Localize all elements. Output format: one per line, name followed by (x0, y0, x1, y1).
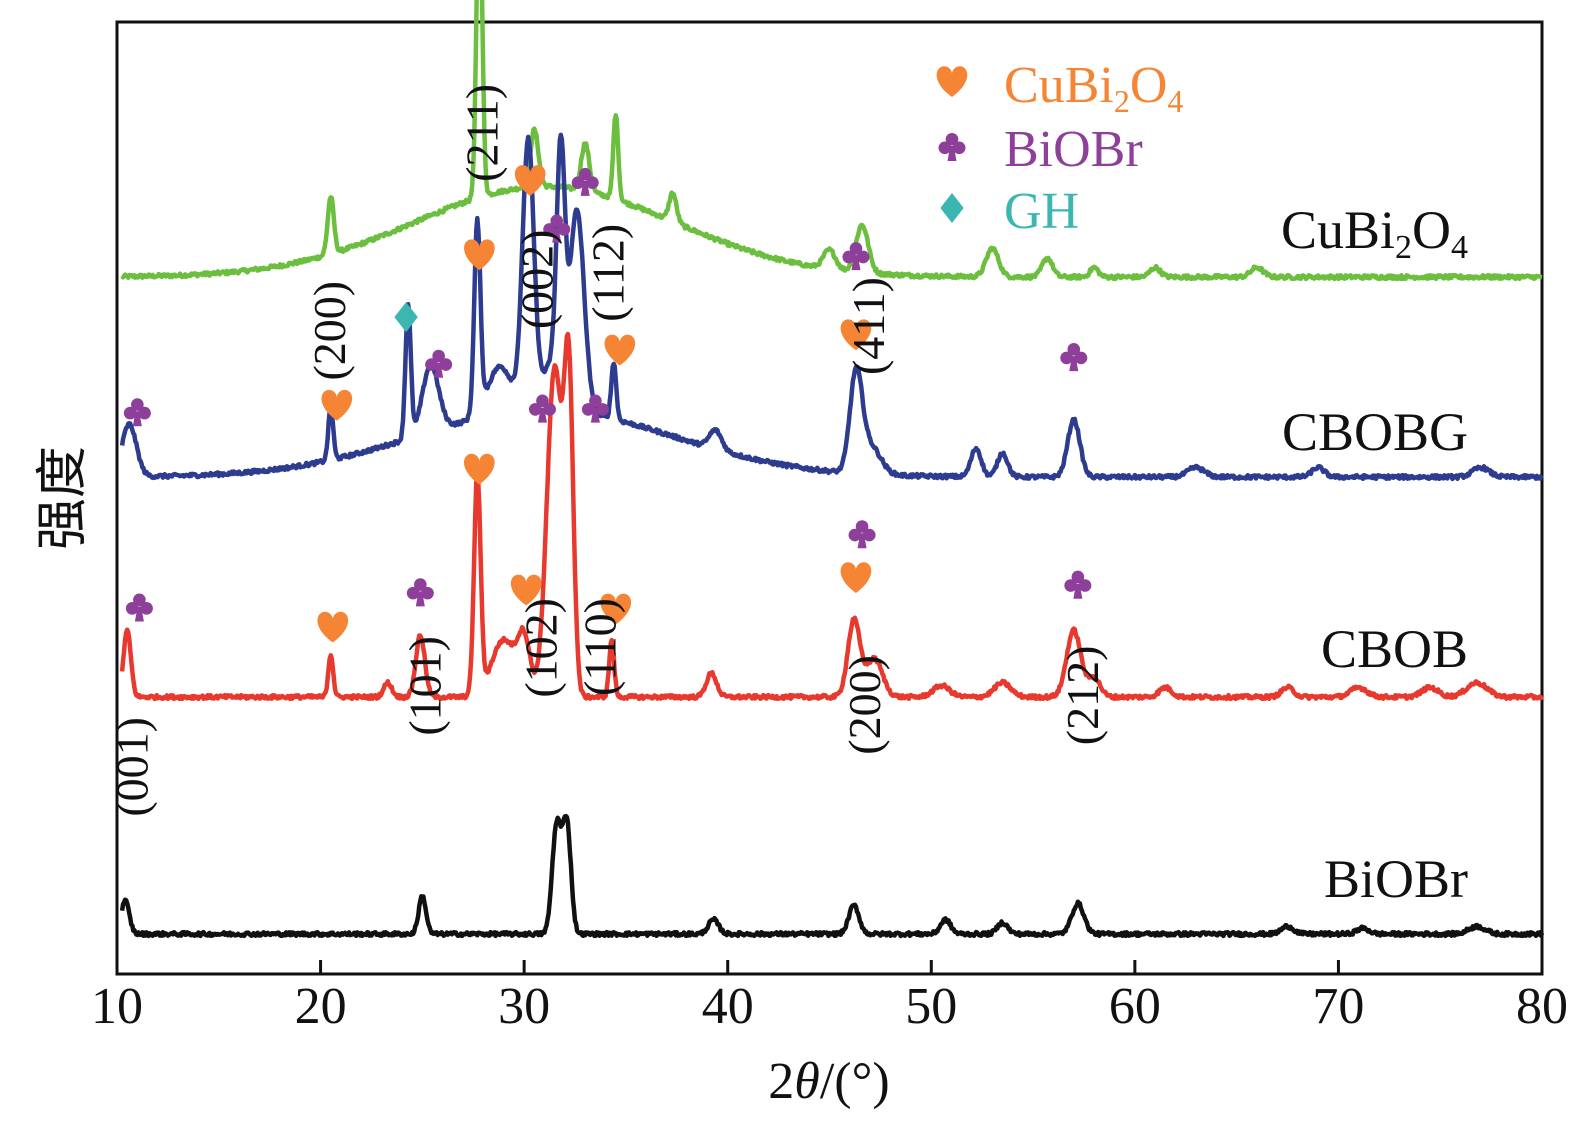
x-tick-label: 80 (1516, 978, 1568, 1035)
legend-heart-icon (936, 66, 968, 97)
phase-marker-club (406, 578, 434, 607)
phase-marker-heart (840, 319, 872, 351)
x-axis-ticks: 10 20 30 40 50 60 70 80 (91, 960, 1568, 1035)
phase-marker-heart (600, 593, 632, 625)
hkl-label: (112) (583, 224, 634, 322)
phase-marker-heart (514, 165, 546, 196)
phase-marker-club (571, 167, 599, 196)
hkl-layer: (200) (211)(002) (112) (411) (001) (101) (102)… (106, 84, 1108, 817)
x-axis-title: 2θ/(°) (768, 1053, 889, 1110)
phase-marker-heart (840, 562, 872, 593)
hkl-label: (002) (511, 230, 562, 330)
hkl-label: (211) (456, 84, 507, 182)
phase-marker-club (425, 349, 453, 378)
x-tick-label: 60 (1109, 978, 1161, 1035)
series-label: CuBi2O4 (1281, 200, 1468, 266)
x-tick-label: 10 (91, 978, 143, 1035)
series-label: CBOBG (1282, 402, 1468, 462)
phase-marker-heart (464, 239, 495, 271)
x-tick-label: 20 (295, 978, 347, 1035)
phase-marker-club (125, 593, 153, 622)
legend-entry: CuBi2O4 (1004, 57, 1183, 119)
phase-marker-club (848, 520, 876, 549)
series-line-cbobg (119, 132, 1544, 482)
x-tick-label: 30 (498, 978, 550, 1035)
series-label-layer: CuBi2O4 CBOBG CBOB BiOBr (1281, 200, 1468, 909)
phase-marker-heart (510, 574, 542, 606)
phase-marker-club (123, 398, 151, 427)
phase-marker-club (842, 242, 870, 271)
legend-entry: BiOBr (1004, 121, 1143, 178)
phase-marker-club (1060, 343, 1088, 372)
series-line-cubi2o4 (120, 0, 1544, 282)
series-label: BiOBr (1324, 849, 1468, 909)
y-axis-title: 强度 (35, 446, 92, 550)
legend-club-icon (938, 132, 966, 161)
phase-marker-club (1064, 570, 1092, 599)
hkl-label: (411) (843, 277, 894, 375)
hkl-label: (200) (839, 655, 890, 755)
plot-frame (115, 20, 1544, 976)
phase-marker-heart (317, 611, 349, 643)
x-tick-label: 50 (905, 978, 957, 1035)
hkl-label: (001) (106, 717, 157, 817)
x-tick-label: 40 (702, 978, 754, 1035)
hkl-label: (102) (516, 598, 567, 698)
phase-marker-club (543, 214, 571, 243)
series-line-biobr (119, 813, 1545, 939)
marker-layer (123, 165, 1092, 643)
phase-marker-club (581, 394, 609, 423)
legend-entry: GH (1004, 183, 1079, 240)
series-layer (119, 0, 1545, 939)
x-tick-label: 70 (1312, 978, 1364, 1035)
phase-marker-club (528, 394, 556, 423)
series-label: CBOB (1321, 619, 1468, 679)
hkl-label: (200) (304, 281, 355, 381)
phase-marker-heart (321, 389, 353, 421)
series-line-cbob (119, 331, 1545, 702)
phase-marker-heart (464, 453, 495, 485)
legend-diamond-icon (940, 193, 964, 223)
phase-marker-diamond (394, 302, 418, 333)
hkl-label: (101) (399, 636, 450, 736)
phase-marker-heart (604, 334, 636, 366)
hkl-label: (110) (575, 598, 626, 696)
hkl-label: (212) (1057, 646, 1108, 746)
